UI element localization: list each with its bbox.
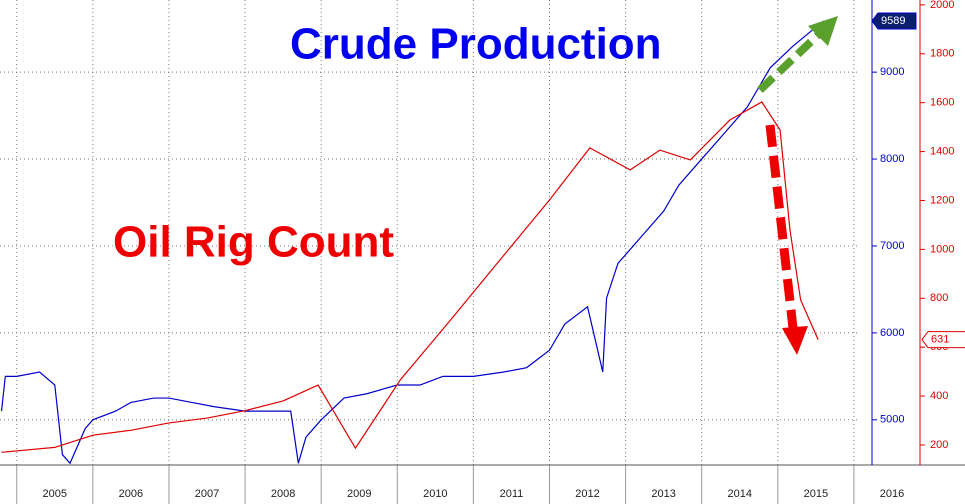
annotation: Oil Rig Count bbox=[113, 218, 394, 267]
y2-tick-label: 1600 bbox=[930, 97, 954, 109]
y2-tick-label: 1800 bbox=[930, 48, 954, 60]
y-tick-label: 5000 bbox=[880, 414, 904, 426]
line-series bbox=[0, 20, 824, 465]
y2-tick-label: 1400 bbox=[930, 145, 954, 157]
x-tick-label: 2013 bbox=[651, 488, 675, 500]
x-tick-label: 2014 bbox=[728, 488, 752, 500]
line-series bbox=[1, 101, 819, 453]
last-value-label: 9589 bbox=[881, 15, 905, 27]
x-tick-label: 2008 bbox=[271, 488, 295, 500]
x-tick-label: 2016 bbox=[880, 488, 904, 500]
arrow bbox=[757, 32, 821, 93]
x-tick-label: 2007 bbox=[195, 488, 219, 500]
x-tick-label: 2011 bbox=[500, 488, 524, 500]
last-value-tag bbox=[871, 12, 917, 30]
x-tick-label: 2010 bbox=[423, 488, 447, 500]
x-tick-label: 2009 bbox=[347, 488, 371, 500]
y2-tick-label: 200 bbox=[930, 439, 948, 451]
arrow-head bbox=[782, 326, 808, 355]
annotation: Crude Production bbox=[290, 20, 662, 69]
x-tick-label: 2012 bbox=[575, 488, 599, 500]
last-value-label: 631 bbox=[931, 333, 949, 345]
x-tick-label: 2015 bbox=[804, 488, 828, 500]
y2-tick-label: 1000 bbox=[930, 243, 954, 255]
y2-tick-label: 1200 bbox=[930, 194, 954, 206]
arrow-head bbox=[808, 16, 838, 46]
y-tick-label: 7000 bbox=[880, 240, 904, 252]
y-tick-label: 8000 bbox=[880, 153, 904, 165]
x-tick-label: 2005 bbox=[43, 488, 67, 500]
y2-tick-label: 2000 bbox=[930, 0, 954, 11]
y-tick-label: 6000 bbox=[880, 327, 904, 339]
plot-area bbox=[0, 0, 860, 465]
last-value-tag bbox=[921, 331, 965, 349]
y2-tick-label: 800 bbox=[930, 292, 948, 304]
x-tick-label: 2006 bbox=[119, 488, 143, 500]
arrow bbox=[765, 124, 798, 329]
y2-tick-label: 400 bbox=[930, 390, 948, 402]
y-tick-label: 9000 bbox=[880, 66, 904, 78]
